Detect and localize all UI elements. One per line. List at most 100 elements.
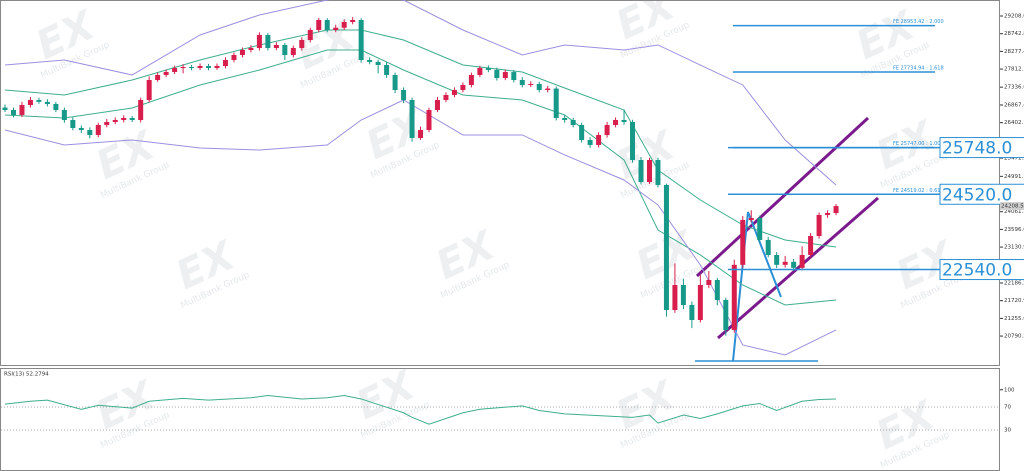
fibo-label: FE 27734.94 : 1.618 (893, 66, 944, 72)
candle-body (189, 66, 195, 68)
y-tick-label: 24991.10 (1004, 174, 1024, 180)
candle-body (579, 124, 585, 140)
rsi-line (4, 394, 837, 425)
fibo-label: FE 24519.02 : 0.618 (893, 188, 944, 194)
candle-body (587, 139, 593, 145)
candle-body (256, 34, 262, 48)
y-tick-label: 25471.50 (1004, 156, 1024, 162)
candle-body (714, 279, 720, 300)
candle-body (434, 99, 440, 110)
candle-body (138, 99, 144, 120)
candle-body (825, 212, 831, 215)
candle-body (112, 119, 118, 123)
candle-body (570, 119, 576, 125)
candle-body (172, 67, 178, 73)
candle-body (282, 44, 288, 55)
candle-body (392, 74, 398, 90)
candle-body (44, 101, 50, 104)
candle-body (299, 39, 305, 48)
candle-body (646, 159, 652, 183)
candle-body (87, 129, 93, 135)
candle-body (104, 122, 110, 125)
candle-body (502, 72, 508, 78)
price-box-label: 25748.0 (942, 139, 1012, 159)
band-line (4, 99, 837, 356)
candle-body (358, 19, 364, 60)
candle-body (757, 217, 763, 240)
candle-body (155, 74, 161, 80)
candle-body (273, 44, 279, 48)
candle-body (61, 109, 67, 120)
candle-body (536, 83, 542, 90)
y-tick-label: 26402.10 (1004, 120, 1024, 126)
last-price-label: 24208.50 (1001, 204, 1024, 210)
candle-body (451, 89, 457, 95)
last-price-box (1000, 202, 1024, 211)
candle-body (265, 34, 271, 48)
rsi-tick-label: 70 (1004, 405, 1011, 411)
candle-body (367, 59, 373, 62)
y-tick-label: 22186.20 (1004, 280, 1024, 286)
candle-body (477, 67, 483, 75)
candle-body (2, 107, 8, 110)
price-box (939, 259, 1024, 281)
candle-body (10, 109, 16, 115)
candle-body (740, 219, 746, 265)
y-tick-label: 28742.80 (1004, 31, 1024, 37)
y-tick-label: 21720.90 (1004, 298, 1024, 304)
candle-body (596, 134, 602, 145)
rsi-tick-label: 30 (1004, 428, 1011, 434)
candle-body (748, 217, 754, 220)
y-tick-label: 29208.00 (1004, 14, 1024, 20)
candle-body (638, 159, 644, 183)
candle-body (731, 264, 737, 330)
candle-body (290, 47, 296, 55)
candle-body (723, 299, 729, 330)
candle-body (833, 206, 839, 213)
candle-body (689, 304, 695, 320)
candle-body (663, 184, 669, 310)
candle-body (231, 54, 237, 60)
price-box-label: 22540.0 (942, 261, 1012, 281)
candle-body (53, 103, 59, 110)
candle-body (697, 284, 703, 320)
candle-body (816, 214, 822, 237)
price-plot: FE 28953.42 : 2.000 FE 27734.94 : 1.618 FE… (2, 0, 944, 362)
candle-body (485, 67, 491, 70)
y-tick-label: 23130.90 (1004, 245, 1024, 251)
candle-body (460, 84, 466, 90)
candle-body (163, 72, 169, 75)
rsi-tick-label: 100 (1004, 387, 1015, 393)
candle-body (324, 19, 330, 30)
candle-body (468, 74, 474, 85)
y-tick-label: 23596.00 (1004, 227, 1024, 233)
candle-body (621, 119, 627, 123)
candle-body (341, 22, 347, 28)
y-tick-label: 28277.40 (1004, 49, 1024, 55)
candle-body (808, 236, 814, 255)
candle-body (95, 124, 101, 135)
channel-upper (695, 116, 870, 278)
y-tick-label: 27812.10 (1004, 67, 1024, 73)
candle-body (384, 64, 390, 75)
candle-body (78, 127, 84, 130)
candle-body (350, 19, 356, 23)
y-tick-label: 27336.60 (1004, 85, 1024, 91)
candle-body (562, 117, 568, 120)
candle-body (443, 94, 449, 100)
candle-body (630, 122, 636, 160)
price-box-label: 24520.0 (942, 185, 1012, 205)
candle-body (791, 261, 797, 268)
candle-body (70, 119, 76, 128)
candle-body (222, 59, 228, 67)
candle-body (426, 109, 432, 130)
candle-body (782, 261, 788, 265)
candle-body (121, 117, 127, 120)
candle-body (774, 254, 780, 265)
candle-body (418, 129, 424, 138)
candle-body (706, 279, 712, 285)
channel-lower (717, 196, 879, 340)
band-line (4, 29, 837, 248)
